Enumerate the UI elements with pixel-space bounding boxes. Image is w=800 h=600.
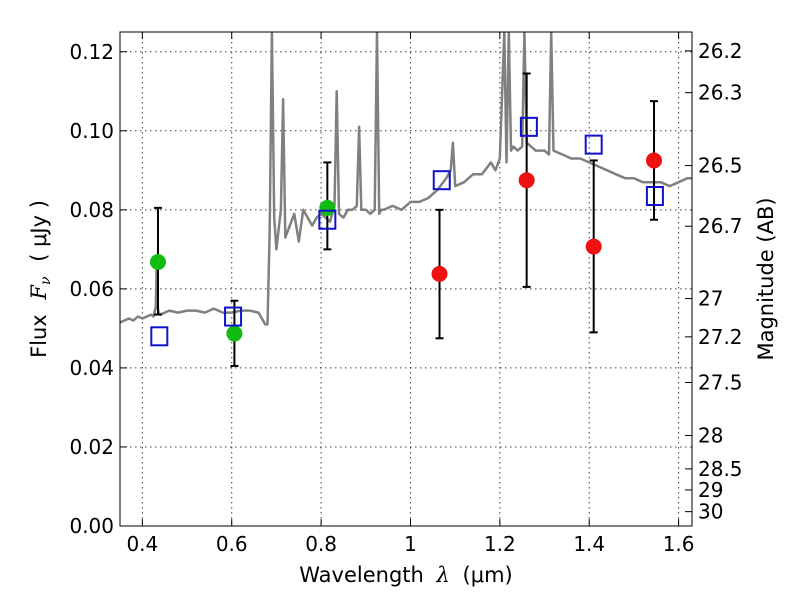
- model-point-square: [645, 186, 664, 207]
- plot-frame: [119, 31, 693, 527]
- y-axis-label-subscript: ν: [38, 276, 54, 285]
- y-axis-label-symbol: F: [27, 284, 51, 301]
- x-tick-label: 1.2: [484, 532, 516, 556]
- data-point-circle: [149, 254, 166, 271]
- model-point-square: [318, 209, 337, 230]
- y-tick-label: 0.04: [69, 356, 114, 380]
- x-tick-label: 0.4: [126, 532, 158, 556]
- y2-tick-label: 26.2: [698, 39, 743, 63]
- x-tick-label: 0.6: [216, 532, 248, 556]
- y2-tick-label: 26.7: [698, 214, 743, 238]
- model-point-square: [224, 306, 243, 327]
- y-tick-label: 0.08: [69, 198, 114, 222]
- x-axis-label-unit: (μm): [463, 563, 513, 587]
- x-axis-label-symbol: λ: [436, 563, 450, 587]
- y-tick-label: 0.10: [69, 119, 114, 143]
- data-point-circle: [431, 265, 448, 282]
- y-axis-label-text: Flux: [27, 314, 51, 358]
- y2-tick-label: 28: [698, 423, 723, 447]
- y2-tick-label: 26.5: [698, 154, 743, 178]
- y-tick-label: 0.06: [69, 277, 114, 301]
- model-spectrum-layer: [120, 32, 692, 326]
- y2-tick-label: 26.3: [698, 81, 743, 105]
- x-tick-label: 1.6: [663, 532, 695, 556]
- y-tick-label: 0.12: [69, 40, 114, 64]
- y-axis-label: Flux Fν ( μJy ): [27, 200, 55, 358]
- markers-layer: [149, 116, 664, 347]
- y2-tick-label: 27.2: [698, 325, 743, 349]
- x-axis-label: Wavelength λ (μm): [299, 563, 512, 587]
- model-point-square: [584, 134, 603, 155]
- y-axis-label-unit: ( μJy ): [27, 200, 51, 262]
- model-spectrum-line: [120, 32, 692, 326]
- y-tick-label: 0.02: [69, 435, 114, 459]
- y2-axis-label: Magnitude (AB): [754, 197, 778, 360]
- y2-tick-label: 29: [698, 478, 723, 502]
- data-point-circle: [646, 152, 663, 169]
- x-tick-label: 1: [404, 532, 417, 556]
- model-point-square: [150, 326, 169, 347]
- model-point-square: [519, 116, 538, 137]
- data-point-circle: [585, 238, 602, 255]
- ticks-layer: 0.4 0.6 0.8 1 1.2 1.4 1.6 0.00 0.02 0.04 0.06 0.08 0…: [69, 32, 743, 556]
- y2-tick-label: 30: [698, 500, 723, 524]
- y-tick-label: 0.00: [69, 514, 114, 538]
- y2-tick-label: 28.5: [698, 457, 743, 481]
- model-point-square: [432, 170, 451, 191]
- y2-tick-label: 27: [698, 287, 723, 311]
- data-point-circle: [319, 199, 336, 216]
- y2-tick-label: 27.5: [698, 371, 743, 395]
- data-point-circle: [226, 325, 243, 342]
- x-axis-label-text: Wavelength: [299, 563, 424, 587]
- data-point-circle: [518, 172, 535, 189]
- x-tick-label: 1.4: [573, 532, 605, 556]
- x-tick-label: 0.8: [305, 532, 337, 556]
